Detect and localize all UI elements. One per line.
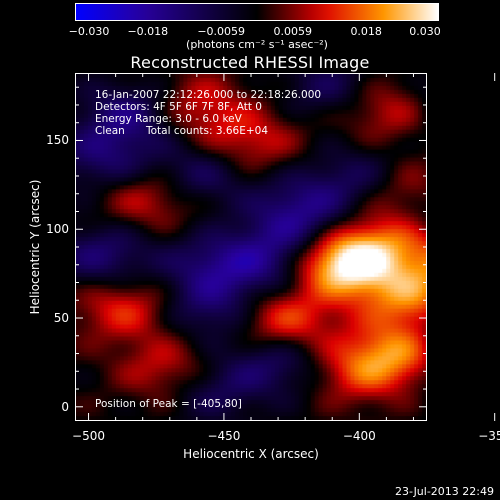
colorbar-tick-label: 0.030 xyxy=(409,25,441,38)
colorbar-gradient xyxy=(76,4,438,20)
timestamp: 23-Jul-2013 22:49 xyxy=(394,485,494,498)
x-tick-label: −400 xyxy=(342,429,376,443)
x-axis-title: Heliocentric X (arcsec) xyxy=(183,447,319,461)
y-tick-label: 0 xyxy=(61,399,69,414)
plot-area: 16-Jan-2007 22:12:26.000 to 22:18:26.000… xyxy=(75,73,427,421)
y-tick-label: 100 xyxy=(46,222,69,237)
x-tick-label: −350 xyxy=(478,429,500,443)
annotation-method: Clean xyxy=(95,125,125,137)
annotation-peak-position: Position of Peak = [-405,80] xyxy=(95,398,242,410)
colorbar-unit-label: (photons cm⁻² s⁻¹ asec⁻²) xyxy=(186,38,328,51)
colorbar xyxy=(75,3,439,21)
annotation-energy-range: Energy Range: 3.0 - 6.0 keV xyxy=(95,113,242,125)
annotation-total-counts: Total counts: 3.66E+04 xyxy=(146,125,269,137)
chart-title: Reconstructed RHESSI Image xyxy=(130,53,370,72)
heatmap-image xyxy=(76,74,426,420)
colorbar-tick-label: −0.018 xyxy=(127,25,169,38)
annotation-time-range: 16-Jan-2007 22:12:26.000 to 22:18:26.000 xyxy=(95,89,322,101)
y-axis-title: Heliocentric Y (arcsec) xyxy=(28,179,42,315)
x-tick-label: −450 xyxy=(207,429,241,443)
colorbar-tick-label: −0.030 xyxy=(68,25,110,38)
colorbar-tick-label: 0.0059 xyxy=(273,25,313,38)
colorbar-tick-label: −0.0059 xyxy=(197,25,246,38)
y-tick-label: 150 xyxy=(46,133,69,148)
y-tick-label: 50 xyxy=(53,311,69,326)
colorbar-tick-label: 0.018 xyxy=(350,25,382,38)
annotation-detectors: Detectors: 4F 5F 6F 7F 8F, Att 0 xyxy=(95,101,262,113)
x-tick-label: −500 xyxy=(72,429,106,443)
